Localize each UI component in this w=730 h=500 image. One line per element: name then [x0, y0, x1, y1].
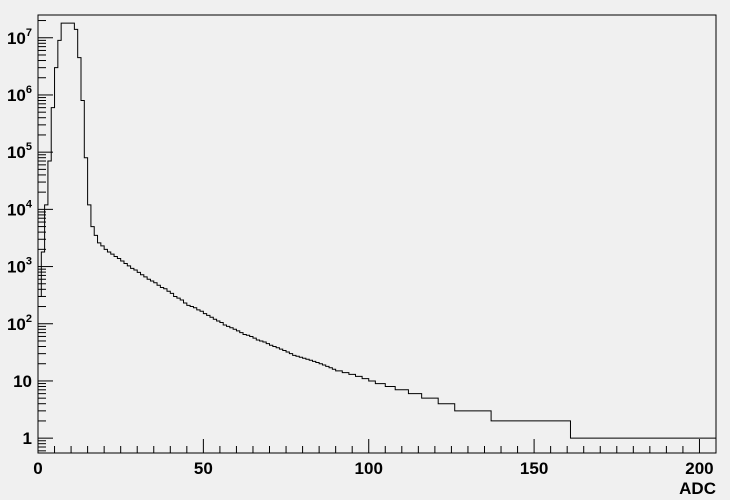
- y-tick-label: 102: [7, 313, 32, 334]
- x-axis-label: ADC: [679, 479, 716, 498]
- y-tick-label: 10: [13, 372, 32, 391]
- y-tick-label: 106: [7, 84, 32, 105]
- y-tick-label: 105: [7, 141, 32, 162]
- y-tick-label: 103: [7, 256, 32, 277]
- x-tick-label: 200: [685, 459, 713, 478]
- x-axis-ticks: 0 50 100 150 200: [33, 439, 717, 478]
- x-tick-label: 150: [520, 459, 548, 478]
- x-tick-label: 100: [355, 459, 383, 478]
- y-tick-label: 107: [7, 27, 32, 48]
- x-tick-label: 0: [33, 459, 42, 478]
- x-tick-label: 50: [194, 459, 213, 478]
- y-axis-ticks: 1 10 102 103 104 105 106 107: [7, 20, 53, 452]
- y-tick-label: 1: [23, 429, 32, 448]
- plot-frame: [37, 14, 717, 454]
- y-tick-label: 104: [7, 198, 33, 219]
- histogram-series: [38, 22, 716, 439]
